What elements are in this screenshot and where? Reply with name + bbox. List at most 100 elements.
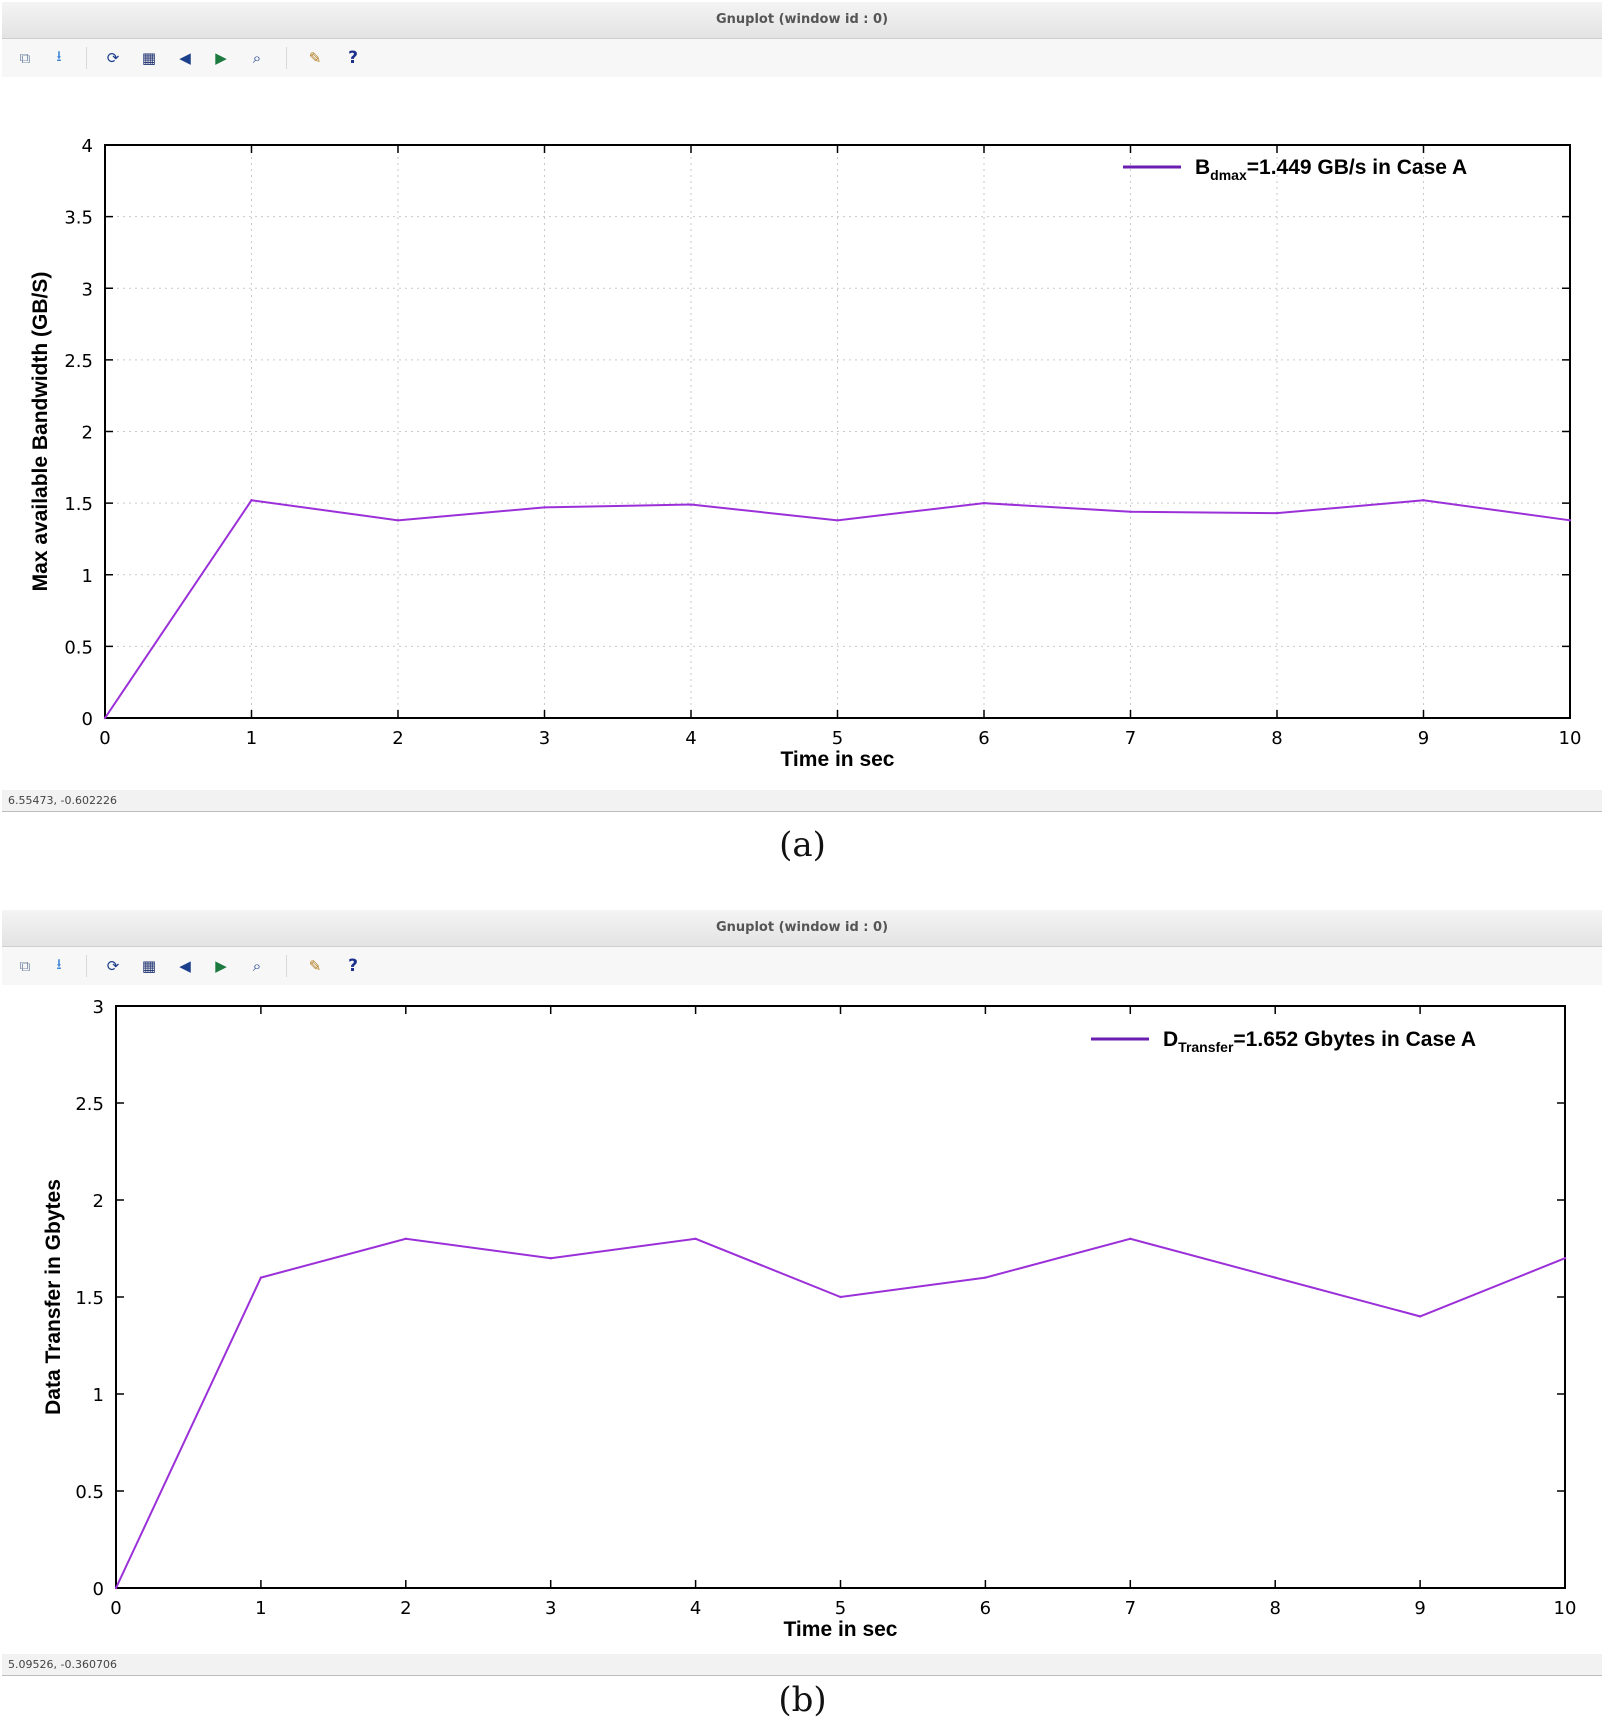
x-axis-label: Time in sec [783,1618,897,1641]
x-tick-label: 0 [99,728,110,749]
x-tick-label: 5 [832,728,843,749]
x-tick-label: 3 [539,728,550,749]
data-point [250,499,253,502]
help-icon[interactable]: ? [348,48,358,68]
data-point [396,519,400,522]
settings-icon[interactable]: ✎ [308,49,322,67]
data-point [404,1237,407,1240]
toolbar-separator [86,47,87,69]
replot-icon[interactable]: ⟳ [106,49,120,67]
copy-clipboard-icon[interactable]: ⧉ [19,957,31,975]
data-point [1422,499,1425,502]
x-tick-label: 7 [1125,728,1136,749]
toolbar: ⧉ ⭳ ⟳ ▦ ◀ ▶ ⌕ ✎? [2,39,1602,77]
x-tick-label: 2 [392,728,403,749]
gnuplot-window-b: Gnuplot (window id : 0) ⧉ ⭳ ⟳ ▦ ◀ ▶ ⌕ ✎? 0 1 2 3 4 5… [2,910,1602,1676]
status-bar: 5.09526, -0.360706 [2,1654,1602,1676]
data-point [1274,1276,1277,1279]
x-tick-label: 4 [685,728,696,749]
data-point [543,506,546,509]
plot-area-b[interactable]: 0 1 2 3 4 5 6 7 8 9 10 0 0.5 1 1.5 2 2.5 3 Time in sec Data… [2,988,1602,1654]
x-tick-label: 9 [1418,728,1429,749]
data-point [1418,1315,1422,1318]
gnuplot-window-a: Gnuplot (window id : 0) ⧉ ⭳ ⟳ ▦ ◀ ▶ ⌕ ✎? 0 1 2 3 4 5… [2,2,1602,812]
y-tick-label: 2.5 [64,351,93,372]
grid-icon[interactable]: ▦ [141,957,157,975]
y-tick-label: 0.5 [75,1482,104,1503]
export-icon[interactable]: ⭳ [56,46,62,65]
data-point [259,1276,263,1279]
y-tick-label: 0 [93,1579,104,1600]
legend-label: DTransfer=1.652 Gbytes in Case A [1163,1028,1476,1055]
y-tick-label: 0 [82,709,93,730]
settings-icon[interactable]: ✎ [308,957,322,975]
plot-area-a[interactable]: 0 1 2 3 4 5 6 7 8 9 10 0 0.5 1 1.5 2 2.5 3 3.5 4 Time in sec… [2,80,1602,792]
toolbar-separator [286,47,287,69]
toolbar: ⧉ ⭳ ⟳ ▦ ◀ ▶ ⌕ ✎? [2,947,1602,985]
x-tick-label: 10 [1559,728,1582,749]
x-tick-label: 8 [1269,1598,1280,1619]
zoom-prev-icon[interactable]: ◀ [179,957,191,975]
x-tick-label: 7 [1125,1598,1136,1619]
help-icon[interactable]: ? [348,956,358,976]
legend-label: Bdmax=1.449 GB/s in Case A [1195,156,1467,183]
y-tick-label: 1 [93,1385,104,1406]
zoom-prev-icon[interactable]: ◀ [179,49,191,67]
replot-icon[interactable]: ⟳ [106,957,120,975]
data-point [982,501,986,505]
copy-clipboard-icon[interactable]: ⧉ [19,49,31,67]
y-tick-label: 3 [82,279,93,300]
caption-a: (a) [779,825,826,865]
data-point [549,1257,552,1260]
data-point [689,503,693,506]
grid-icon[interactable]: ▦ [141,49,157,67]
autoscale-icon[interactable]: ⌕ [252,957,262,975]
x-tick-label: 10 [1554,1598,1577,1619]
x-tick-label: 9 [1414,1598,1425,1619]
data-point [1568,519,1572,522]
y-tick-label: 2 [93,1191,104,1212]
data-point [1275,511,1279,515]
y-tick-label: 4 [82,136,93,157]
data-point [836,519,839,522]
x-tick-label: 3 [545,1598,556,1619]
x-tick-label: 2 [400,1598,411,1619]
x-tick-label: 1 [246,728,257,749]
y-tick-label: 2 [82,423,93,444]
toolbar-separator [86,955,87,977]
data-point [1129,510,1132,513]
autoscale-icon[interactable]: ⌕ [252,49,262,67]
y-axis-label: Data Transfer in Gbytes [42,1179,65,1415]
zoom-next-icon[interactable]: ▶ [215,49,227,67]
data-point [1129,1237,1132,1240]
data-point [114,1586,118,1590]
y-axis-label: Max available Bandwidth (GB/S) [29,272,52,592]
caption-b: (b) [778,1680,827,1720]
y-tick-label: 1.5 [64,494,93,515]
zoom-next-icon[interactable]: ▶ [215,957,227,975]
data-point [839,1295,842,1299]
data-point [694,1237,697,1240]
status-bar: 6.55473, -0.602226 [2,790,1602,812]
y-tick-label: 3 [93,997,104,1018]
series-line [115,1237,1566,1589]
toolbar-separator [286,955,287,977]
x-tick-label: 0 [110,1598,121,1619]
window-title: Gnuplot (window id : 0) [2,910,1602,947]
y-tick-label: 1 [82,566,93,587]
window-title: Gnuplot (window id : 0) [2,2,1602,39]
x-tick-label: 4 [690,1598,701,1619]
data-point [103,716,107,720]
x-tick-label: 6 [980,1598,991,1619]
y-tick-label: 3.5 [64,208,93,229]
export-icon[interactable]: ⭳ [56,954,62,973]
x-tick-label: 6 [978,728,989,749]
x-tick-label: 1 [255,1598,266,1619]
data-point [1563,1257,1567,1260]
y-tick-label: 1.5 [75,1288,104,1309]
x-axis-label: Time in sec [780,748,894,771]
x-tick-label: 8 [1271,728,1282,749]
y-tick-label: 0.5 [64,637,93,658]
data-point [984,1276,987,1279]
x-tick-label: 5 [835,1598,846,1619]
